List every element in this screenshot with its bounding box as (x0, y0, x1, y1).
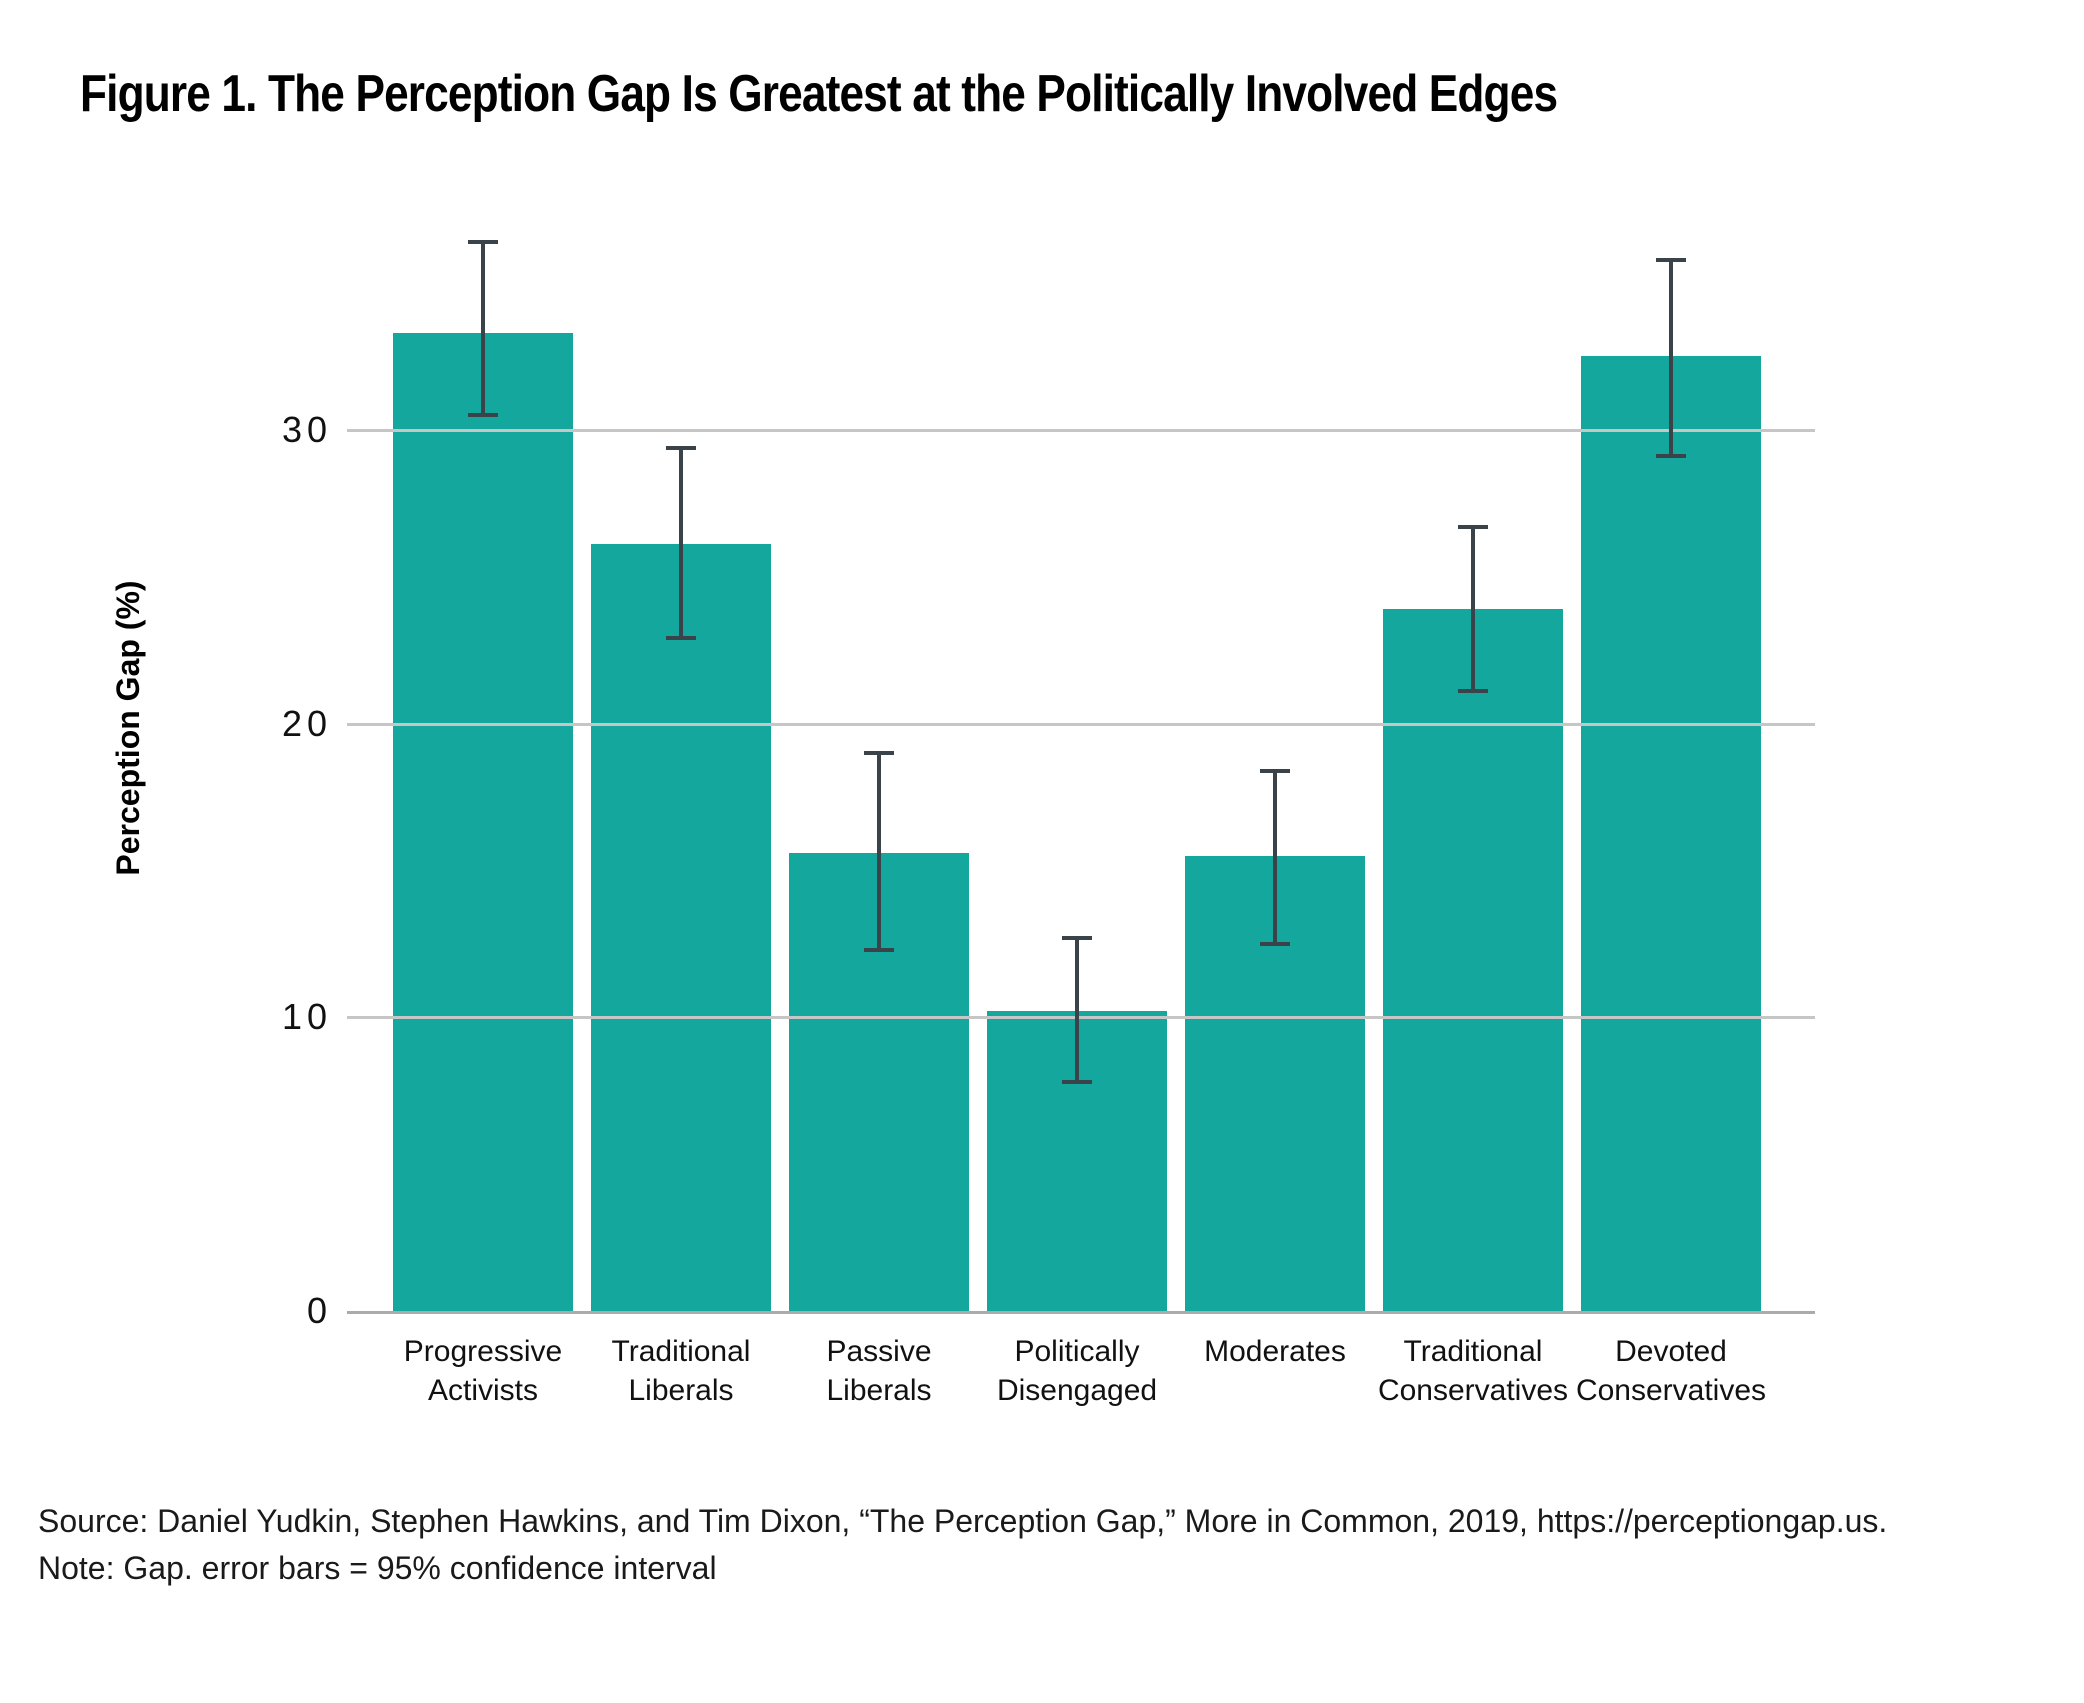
error-bar-cap-top (1656, 257, 1686, 262)
error-bar-cap-bottom (1458, 689, 1488, 694)
error-bar-line (1273, 770, 1277, 944)
error-bar-cap-top (1062, 936, 1092, 940)
error-bar-cap-bottom (1656, 454, 1686, 459)
bar (393, 332, 573, 1311)
source-text: Source: Daniel Yudkin, Stephen Hawkins, … (38, 1503, 1888, 1539)
y-tick-label: 30 (281, 408, 332, 450)
x-tick-label: Passive Liberals (729, 1332, 1029, 1410)
error-bar-line (1471, 526, 1475, 692)
y-tick-label: 0 (306, 1290, 332, 1331)
y-tick-label: 20 (281, 702, 332, 744)
x-tick-label: Traditional Liberals (531, 1332, 831, 1410)
x-tick-label-line: Politically (1014, 1335, 1140, 1368)
x-tick-label: Progressive Activists (333, 1332, 633, 1410)
gridline (347, 428, 1815, 432)
error-bar-cap-top (468, 239, 498, 244)
x-tick-label: Traditional Conservatives (1323, 1332, 1623, 1410)
x-tick-label-line: Devoted (1615, 1335, 1727, 1368)
x-tick-label-line: Conservatives (1575, 1374, 1767, 1407)
chart-title: Figure 1. The Perception Gap Is Greatest… (80, 65, 1558, 123)
x-tick-label: Devoted Conservatives (1521, 1332, 1821, 1410)
error-bar-cap-top (864, 750, 894, 755)
x-tick-label: Moderates (1125, 1332, 1425, 1371)
bar (1383, 609, 1563, 1311)
x-tick-label-line: Passive (826, 1335, 932, 1368)
gridline (347, 722, 1815, 726)
error-bar-cap-top (1260, 768, 1290, 773)
x-axis-line (347, 1311, 1815, 1314)
error-bar-line (877, 752, 881, 950)
x-tick-label-line: Traditional (611, 1335, 751, 1368)
error-bar-line (481, 241, 485, 416)
error-bar-cap-bottom (1260, 941, 1290, 946)
y-tick-label: 10 (281, 996, 332, 1038)
bar (1581, 356, 1761, 1311)
note-text: Note: Gap. error bars = 95% confidence i… (38, 1550, 717, 1586)
x-tick-label-line: Traditional (1403, 1335, 1543, 1368)
x-tick-label-line: Conservatives (1377, 1374, 1569, 1407)
x-tick-label-line: Progressive (403, 1335, 563, 1368)
x-tick-label-line: Disengaged (996, 1374, 1158, 1407)
error-bar-line (679, 447, 683, 639)
x-tick-label-line: Liberals (826, 1374, 932, 1407)
error-bar-cap-top (666, 445, 696, 450)
error-bar-line (1669, 259, 1673, 457)
error-bar-cap-bottom (864, 947, 894, 952)
error-bar-cap-bottom (468, 413, 498, 418)
x-tick-label-line: Moderates (1204, 1335, 1346, 1368)
x-tick-label-line: Activists (427, 1374, 538, 1407)
bar (591, 544, 771, 1311)
error-bar-cap-top (1458, 524, 1488, 529)
footer: Source: Daniel Yudkin, Stephen Hawkins, … (38, 1498, 1887, 1592)
x-tick-label-line: Liberals (628, 1374, 734, 1407)
error-bar-cap-bottom (1062, 1079, 1092, 1084)
gridline (347, 1016, 1815, 1020)
x-tick-label: Politically Disengaged (927, 1332, 1227, 1410)
error-bar-line (1075, 938, 1079, 1082)
error-bar-cap-bottom (666, 636, 696, 641)
